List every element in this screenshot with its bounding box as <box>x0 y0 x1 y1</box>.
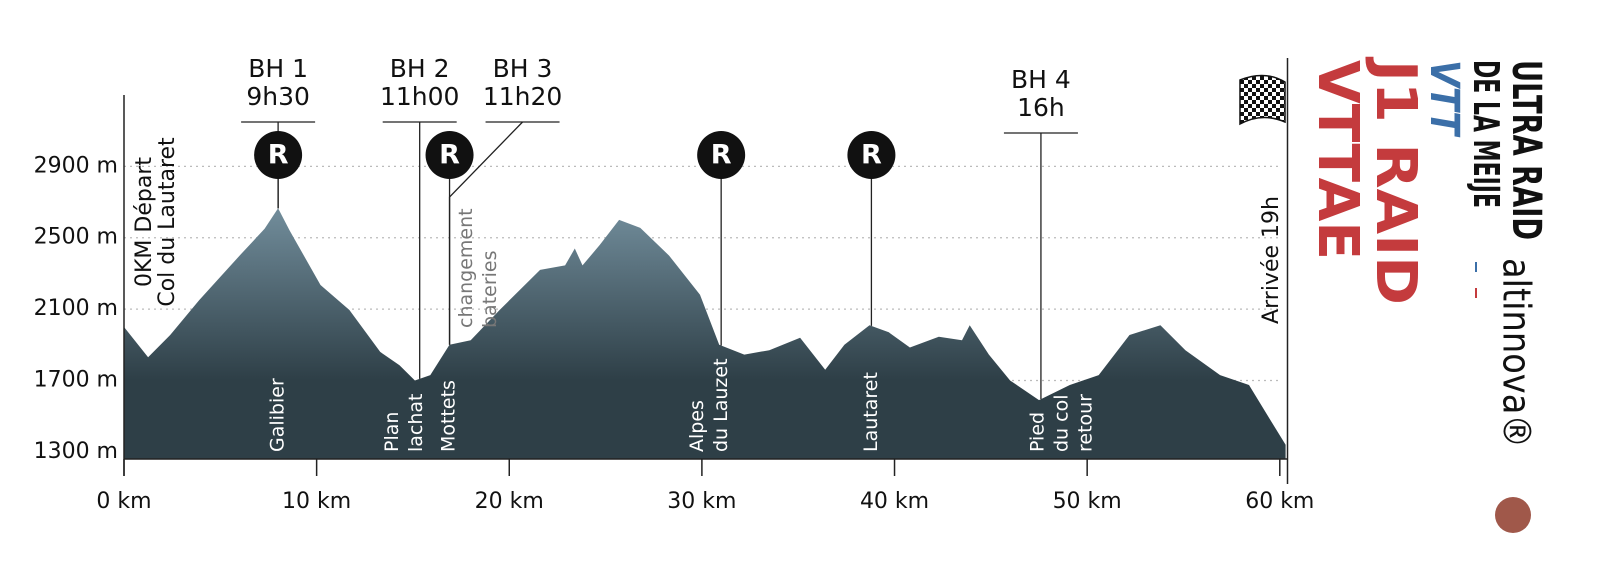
place-label: du col <box>1051 395 1073 453</box>
checkpoint-label: BH 4 <box>1011 65 1071 94</box>
y-tick-label: 2500 m <box>34 225 118 250</box>
place-label: lachat <box>405 393 427 452</box>
checkpoint-label: BH 3 <box>493 54 553 83</box>
place-label: du Lauzet <box>710 358 732 452</box>
elevation-area <box>124 208 1286 459</box>
refuel-label: R <box>268 140 289 171</box>
brand-altinnova: altinnova® <box>1495 258 1539 448</box>
branding: ULTRA RAID DE LA MEIJE VTT J1 RAID VTTAE… <box>1305 56 1549 533</box>
finish-label: Arrivée 19h <box>1259 196 1284 324</box>
checkpoint-time: 9h30 <box>246 82 310 111</box>
brand-vtt: VTT <box>1421 60 1467 137</box>
brand-meije: DE LA MEIJE <box>1465 60 1506 208</box>
checkpoint-time: 11h20 <box>483 82 562 111</box>
finish-flag <box>1239 74 1286 126</box>
note-label: bateries <box>479 250 501 328</box>
x-tick-label: 40 km <box>860 489 929 514</box>
refuel-marker <box>847 131 896 179</box>
refuel-marker <box>254 131 303 179</box>
x-tick-label: 20 km <box>475 489 544 514</box>
refuel-label: R <box>861 140 882 171</box>
x-tick-label: 0 km <box>96 489 151 514</box>
y-tick-label: 2900 m <box>34 153 118 178</box>
start-label: 0KM Départ <box>132 157 157 287</box>
note-label: changement <box>455 208 477 328</box>
checkpoint-time: 16h <box>1017 93 1065 122</box>
refuel-label: R <box>711 140 732 171</box>
y-tick-label: 1300 m <box>34 439 118 464</box>
place-label: Pied <box>1027 412 1049 452</box>
refuel-marker <box>697 131 746 179</box>
start-label: Col du Lautaret <box>155 137 180 307</box>
x-tick-label: 50 km <box>1053 489 1122 514</box>
place-label: Alpes <box>686 400 708 452</box>
y-tick-label: 1700 m <box>34 367 118 392</box>
x-tick-label: 30 km <box>667 489 736 514</box>
place-label: Mottets <box>437 380 459 452</box>
x-tick-label: 10 km <box>282 489 351 514</box>
y-tick-label: 2100 m <box>34 296 118 321</box>
x-tick-label: 60 km <box>1245 489 1314 514</box>
checkpoint-label: BH 1 <box>248 54 308 83</box>
place-label: Lautaret <box>860 372 882 452</box>
place-label: Plan <box>381 412 403 452</box>
refuel-marker <box>425 131 474 179</box>
brand-raid: J1 RAID <box>1363 56 1428 305</box>
place-label: retour <box>1075 394 1097 452</box>
checkpoint-time: 11h00 <box>380 82 459 111</box>
logo-dot <box>1495 497 1531 533</box>
place-label: Galibier <box>267 378 289 452</box>
brand-vttae: VTTAE <box>1305 60 1370 260</box>
checkpoint-label: BH 2 <box>390 54 450 83</box>
brand-ultra: ULTRA RAID <box>1503 60 1549 240</box>
refuel-label: R <box>439 140 460 171</box>
